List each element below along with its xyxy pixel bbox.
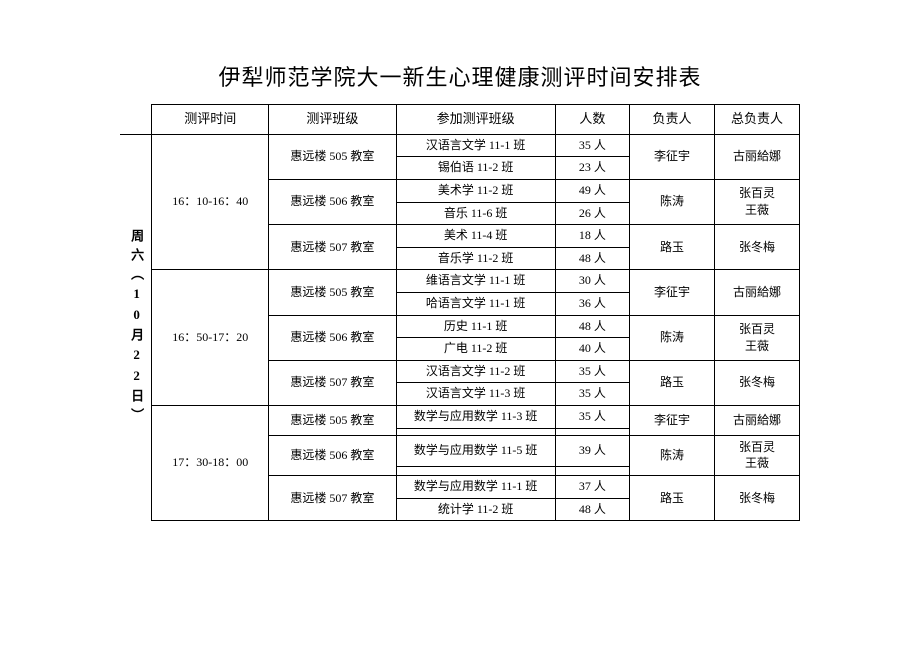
chief-cell: 古丽給娜 [715,270,800,315]
count-cell: 40 人 [555,338,629,361]
class-cell: 汉语言文学 11-3 班 [396,383,555,406]
person-cell: 路玉 [630,360,715,405]
class-cell: 数学与应用数学 11-1 班 [396,476,555,499]
chief-cell: 张冬梅 [715,225,800,270]
class-cell: 美术学 11-2 班 [396,180,555,203]
room-cell: 惠远楼 505 教室 [269,406,396,436]
count-cell: 23 人 [555,157,629,180]
time-cell: 16：50-17：20 [152,270,269,406]
count-cell: 30 人 [555,270,629,293]
class-cell: 音乐 11-6 班 [396,202,555,225]
count-cell [555,428,629,435]
person-cell: 路玉 [630,225,715,270]
class-cell: 历史 11-1 班 [396,315,555,338]
chief-cell: 张冬梅 [715,476,800,521]
person-cell: 陈涛 [630,315,715,360]
count-cell: 37 人 [555,476,629,499]
room-cell: 惠远楼 507 教室 [269,360,396,405]
page-title: 伊犁师范学院大一新生心理健康测评时间安排表 [120,60,800,92]
count-cell [555,466,629,476]
chief-cell: 张百灵王薇 [715,435,800,476]
count-cell: 35 人 [555,406,629,429]
class-cell: 广电 11-2 班 [396,338,555,361]
class-cell [396,428,555,435]
chief-cell: 古丽給娜 [715,406,800,436]
hdr-room: 测评班级 [269,105,396,135]
time-cell: 17：30-18：00 [152,406,269,521]
count-cell: 48 人 [555,315,629,338]
chief-cell: 古丽給娜 [715,134,800,179]
count-cell: 35 人 [555,360,629,383]
count-cell: 36 人 [555,293,629,316]
person-cell: 路玉 [630,476,715,521]
table-header-row: 测评时间 测评班级 参加测评班级 人数 负责人 总负责人 [120,105,800,135]
room-cell: 惠远楼 507 教室 [269,476,396,521]
corner-cell [120,105,152,135]
class-cell: 维语言文学 11-1 班 [396,270,555,293]
class-cell: 数学与应用数学 11-3 班 [396,406,555,429]
hdr-class: 参加测评班级 [396,105,555,135]
count-cell: 35 人 [555,134,629,157]
hdr-chief: 总负责人 [715,105,800,135]
class-cell: 哈语言文学 11-1 班 [396,293,555,316]
hdr-person: 负责人 [630,105,715,135]
count-cell: 48 人 [555,247,629,270]
room-cell: 惠远楼 505 教室 [269,270,396,315]
count-cell: 49 人 [555,180,629,203]
class-cell: 音乐学 11-2 班 [396,247,555,270]
room-cell: 惠远楼 506 教室 [269,180,396,225]
room-cell: 惠远楼 506 教室 [269,435,396,476]
person-cell: 李征宇 [630,134,715,179]
hdr-time: 测评时间 [152,105,269,135]
count-cell: 35 人 [555,383,629,406]
person-cell: 李征宇 [630,406,715,436]
chief-cell: 张百灵王薇 [715,180,800,225]
person-cell: 陈涛 [630,180,715,225]
person-cell: 李征宇 [630,270,715,315]
time-cell: 16：10-16：40 [152,134,269,270]
person-cell: 陈涛 [630,435,715,476]
class-cell: 美术 11-4 班 [396,225,555,248]
class-cell: 汉语言文学 11-1 班 [396,134,555,157]
class-cell: 汉语言文学 11-2 班 [396,360,555,383]
count-cell: 39 人 [555,435,629,466]
class-cell: 锡伯语 11-2 班 [396,157,555,180]
chief-cell: 张冬梅 [715,360,800,405]
class-cell: 数学与应用数学 11-5 班 [396,435,555,466]
room-cell: 惠远楼 507 教室 [269,225,396,270]
count-cell: 48 人 [555,498,629,521]
hdr-count: 人数 [555,105,629,135]
class-cell: 统计学 11-2 班 [396,498,555,521]
count-cell: 18 人 [555,225,629,248]
schedule-table: 测评时间 测评班级 参加测评班级 人数 负责人 总负责人 周六（10月22日） … [120,104,800,521]
room-cell: 惠远楼 506 教室 [269,315,396,360]
count-cell: 26 人 [555,202,629,225]
chief-cell: 张百灵王薇 [715,315,800,360]
day-label: 周六（10月22日） [120,134,152,521]
room-cell: 惠远楼 505 教室 [269,134,396,179]
class-cell [396,466,555,476]
